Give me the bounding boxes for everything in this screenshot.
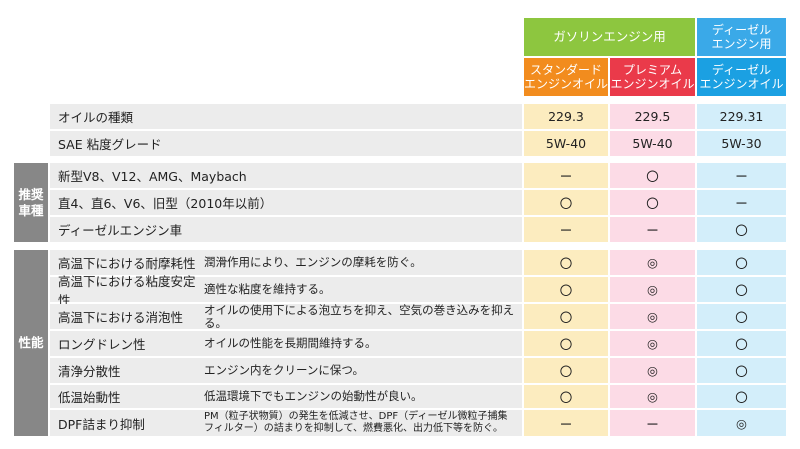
- diesel-value: 〇: [697, 358, 786, 383]
- premium-value: ー: [610, 410, 695, 436]
- diesel-value: ー: [697, 163, 786, 188]
- row-description: 潤滑作用により、エンジンの摩耗を防ぐ。: [198, 250, 522, 275]
- standard-value: 〇: [524, 304, 608, 329]
- row-label: 新型V8、V12、AMG、Maybach: [50, 163, 522, 188]
- premium-value: 5W-40: [610, 131, 695, 156]
- diesel-value: ー: [697, 190, 786, 215]
- performance-side-label: 性能: [14, 250, 48, 436]
- diesel-value: 〇: [697, 277, 786, 302]
- premium-value: 〇: [610, 190, 695, 215]
- premium-value: ◎: [610, 304, 695, 329]
- premium-oil-header: プレミアム エンジンオイル: [610, 58, 695, 96]
- standard-value: 〇: [524, 250, 608, 275]
- standard-value: 〇: [524, 190, 608, 215]
- recommended-side-label: 推奨 車種: [14, 163, 48, 242]
- diesel-value: 5W-30: [697, 131, 786, 156]
- row-description: 適性な粘度を維持する。: [198, 277, 522, 302]
- row-description: 低温環境下でもエンジンの始動性が良い。: [198, 385, 522, 408]
- diesel-group-header: ディーゼル エンジン用: [697, 18, 786, 56]
- standard-value: 〇: [524, 385, 608, 408]
- diesel-value: 〇: [697, 250, 786, 275]
- row-description: PM（粒子状物質）の発生を低減させ、DPF（ディーゼル微粒子捕集 フィルター）の…: [198, 410, 522, 436]
- premium-value: ◎: [610, 277, 695, 302]
- row-label: DPF詰まり抑制: [50, 410, 198, 436]
- standard-value: 〇: [524, 358, 608, 383]
- diesel-value: ◎: [697, 410, 786, 436]
- premium-value: 229.5: [610, 104, 695, 129]
- row-description: オイルの使用下による泡立ちを抑え、空気の巻き込みを抑える。: [198, 303, 522, 329]
- row-description: オイルの性能を長期間維持する。: [198, 331, 522, 356]
- gasoline-group-header: ガソリンエンジン用: [524, 18, 695, 56]
- row-description: エンジン内をクリーンに保つ。: [198, 358, 522, 383]
- premium-value: ◎: [610, 385, 695, 408]
- standard-value: ー: [524, 163, 608, 188]
- premium-value: 〇: [610, 163, 695, 188]
- row-label: オイルの種類: [50, 104, 522, 129]
- row-label: SAE 粘度グレード: [50, 131, 522, 156]
- row-label: 直4、直6、V6、旧型（2010年以前）: [50, 190, 522, 215]
- row-label: 高温下における耐摩耗性: [50, 250, 198, 275]
- premium-value: ◎: [610, 358, 695, 383]
- premium-value: ◎: [610, 250, 695, 275]
- diesel-value: 〇: [697, 304, 786, 329]
- diesel-oil-header: ディーゼル エンジンオイル: [697, 58, 786, 96]
- row-label: ロングドレン性: [50, 331, 198, 356]
- premium-value: ◎: [610, 331, 695, 356]
- diesel-value: 〇: [697, 217, 786, 242]
- row-label: ディーゼルエンジン車: [50, 217, 522, 242]
- diesel-value: 〇: [697, 331, 786, 356]
- standard-value: 229.3: [524, 104, 608, 129]
- row-label: 高温下における消泡性: [50, 304, 198, 329]
- diesel-value: 〇: [697, 385, 786, 408]
- standard-value: ー: [524, 217, 608, 242]
- standard-oil-header: スタンダード エンジンオイル: [524, 58, 608, 96]
- standard-value: 〇: [524, 277, 608, 302]
- row-label: 低温始動性: [50, 385, 198, 408]
- row-label: 高温下における粘度安定性: [50, 274, 198, 308]
- row-label: 清浄分散性: [50, 358, 198, 383]
- standard-value: 5W-40: [524, 131, 608, 156]
- standard-value: 〇: [524, 331, 608, 356]
- diesel-value: 229.31: [697, 104, 786, 129]
- premium-value: ー: [610, 217, 695, 242]
- standard-value: ー: [524, 410, 608, 436]
